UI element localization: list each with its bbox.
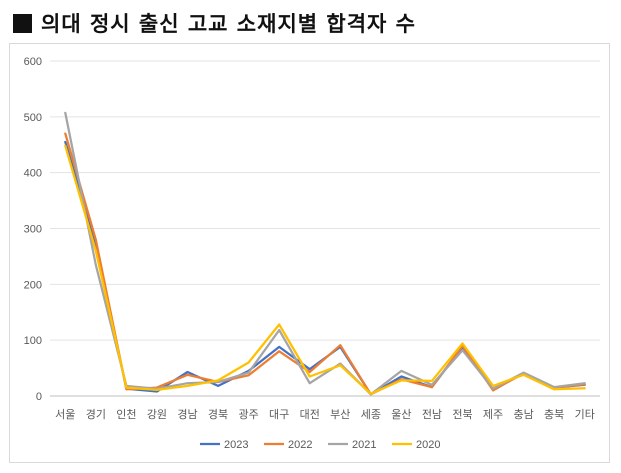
legend-label: 2023	[224, 439, 248, 451]
data-point	[461, 342, 464, 345]
series-line-2020	[64, 144, 586, 395]
data-point	[186, 371, 189, 373]
data-point	[278, 350, 281, 353]
data-point	[278, 345, 281, 348]
y-tick-label: 300	[24, 224, 42, 236]
data-point	[217, 385, 219, 387]
data-point	[431, 380, 433, 382]
x-tick-label: 인천	[116, 407, 136, 421]
data-point	[94, 263, 97, 266]
x-tick-label: 대전	[300, 408, 320, 421]
data-point	[492, 389, 494, 392]
y-tick-label: 100	[24, 335, 42, 347]
legend-label: 2022	[288, 439, 312, 451]
data-point	[339, 364, 342, 367]
data-point	[186, 385, 189, 387]
data-point	[125, 388, 128, 391]
data-point	[156, 388, 158, 391]
data-point	[278, 329, 281, 332]
legend-label: 2021	[352, 439, 376, 451]
data-point	[217, 379, 219, 382]
data-point	[64, 132, 67, 135]
data-point	[431, 386, 433, 388]
data-point	[186, 382, 189, 385]
data-point	[492, 387, 494, 390]
x-tick-label: 부산	[330, 408, 350, 421]
data-point	[369, 392, 372, 395]
chart-area	[9, 43, 610, 463]
data-point	[94, 238, 97, 241]
data-point	[553, 388, 556, 391]
data-point	[522, 373, 525, 376]
data-point	[400, 379, 403, 382]
x-tick-label: 제주	[483, 408, 503, 421]
data-point	[64, 144, 67, 147]
x-tick-label: 세종	[361, 408, 381, 421]
data-point	[94, 249, 97, 252]
data-point	[308, 371, 311, 373]
data-point	[247, 361, 250, 364]
x-tick-label: 서울	[55, 408, 75, 421]
data-point	[400, 375, 403, 378]
data-point	[431, 383, 433, 386]
y-tick-label: 200	[24, 279, 42, 291]
data-point	[125, 386, 128, 389]
x-tick-label: 경북	[208, 408, 228, 421]
x-tick-label: 대구	[269, 408, 289, 421]
series-line-2021	[64, 111, 586, 396]
title-bullet-square-icon	[13, 13, 32, 33]
data-point	[64, 112, 67, 114]
series-line-2023	[64, 140, 586, 396]
y-tick-label: 500	[24, 112, 42, 124]
x-tick-label: 경기	[86, 408, 106, 421]
data-point	[247, 374, 250, 377]
y-tick-label: 600	[24, 56, 42, 68]
x-tick-label: 경남	[177, 408, 197, 421]
data-point	[64, 141, 67, 143]
data-point	[339, 344, 342, 347]
x-tick-label: 전북	[452, 408, 472, 421]
x-tick-label: 기타	[575, 408, 595, 421]
chart-title: 의대 정시 출신 고교 소재지별 합격자 수	[41, 12, 416, 36]
y-tick-label: 0	[36, 391, 42, 403]
x-tick-label: 충북	[544, 408, 564, 421]
legend-label: 2020	[416, 439, 440, 451]
data-point	[247, 371, 250, 374]
data-point	[339, 362, 342, 365]
x-tick-label: 광주	[238, 408, 258, 421]
data-point	[553, 386, 556, 388]
data-point	[461, 349, 464, 352]
data-point	[308, 382, 311, 385]
data-point	[186, 373, 189, 376]
data-point	[400, 369, 403, 372]
data-point	[308, 375, 311, 378]
data-point	[308, 368, 311, 371]
y-tick-label: 400	[24, 168, 42, 180]
x-tick-label: 충남	[513, 408, 533, 421]
data-point	[278, 323, 281, 326]
data-point	[522, 371, 525, 374]
x-tick-label: 전남	[422, 408, 442, 421]
data-point	[156, 390, 158, 393]
data-point	[583, 387, 586, 390]
x-tick-label: 울산	[391, 408, 411, 421]
data-point	[583, 382, 586, 385]
x-tick-label: 강원	[147, 408, 167, 421]
title-row: 의대 정시 출신 고교 소재지별 합격자 수	[10, 6, 416, 40]
data-point	[492, 385, 494, 387]
